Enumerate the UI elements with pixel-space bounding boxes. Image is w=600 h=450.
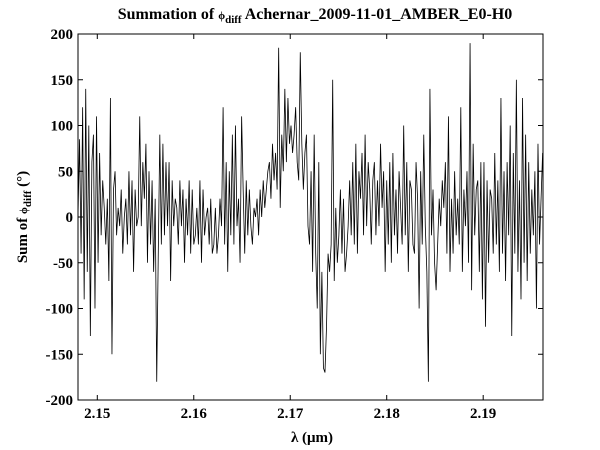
y-tick-label: 150 xyxy=(51,73,74,89)
y-tick-label: -100 xyxy=(46,302,74,318)
x-axis-label: λ (μm) xyxy=(291,430,333,446)
y-axis-label: Sum of ϕdiff (°) xyxy=(15,171,34,263)
plot-frame xyxy=(77,33,544,401)
x-tick-label: 2.19 xyxy=(470,406,496,422)
y-tick-label: 0 xyxy=(66,210,74,226)
series-line xyxy=(77,43,544,382)
y-tick-label: -50 xyxy=(53,256,73,272)
x-tick-label: 2.17 xyxy=(277,406,304,422)
x-axis: 2.15 2.16 2.17 2.18 2.19 xyxy=(84,34,496,422)
x-tick-label: 2.15 xyxy=(84,406,110,422)
chart-title: Summation of ϕdiff Achernar_2009-11-01_A… xyxy=(118,6,512,26)
y-tick-label: 100 xyxy=(51,119,74,135)
y-tick-label: -150 xyxy=(46,347,74,363)
y-tick-label: -200 xyxy=(46,393,74,409)
y-tick-label: 200 xyxy=(51,27,74,43)
y-axis: 200 150 100 50 0 -50 -100 -150 -200 xyxy=(46,27,543,409)
x-tick-label: 2.16 xyxy=(181,406,208,422)
x-tick-label: 2.18 xyxy=(374,406,400,422)
y-tick-label: 50 xyxy=(58,164,73,180)
